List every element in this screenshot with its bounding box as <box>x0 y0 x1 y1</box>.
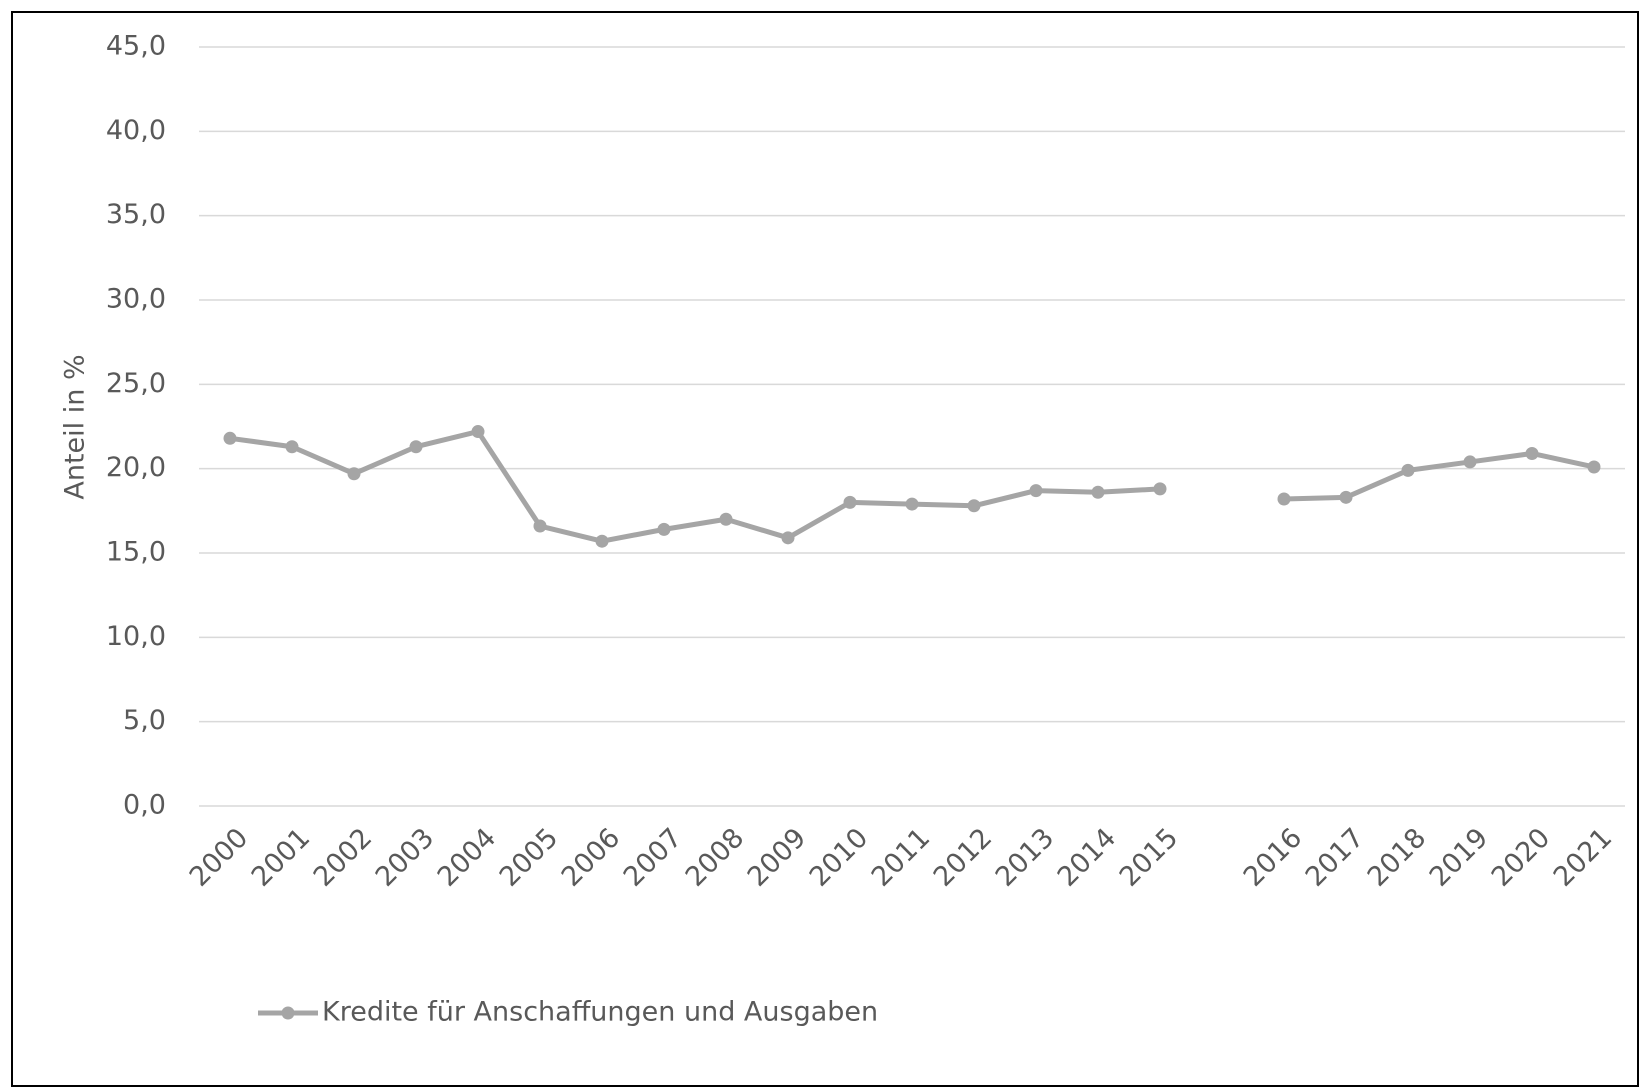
y-tick-label: 25,0 <box>106 368 166 399</box>
data-point <box>905 497 919 511</box>
data-point <box>657 522 671 536</box>
y-tick-label: 30,0 <box>106 284 166 315</box>
data-point <box>595 534 609 548</box>
series-line <box>229 429 1595 544</box>
y-tick-label: 0,0 <box>123 790 166 821</box>
data-point <box>1587 460 1601 474</box>
data-point <box>533 519 547 533</box>
y-tick-label: 5,0 <box>123 705 166 736</box>
data-point <box>223 431 237 445</box>
y-tick-label: 40,0 <box>106 115 166 146</box>
data-point <box>471 425 485 439</box>
y-tick-label: 35,0 <box>106 199 166 230</box>
data-point <box>1091 485 1105 499</box>
legend-marker <box>281 1006 295 1020</box>
data-point <box>843 495 857 509</box>
y-axis-label: Anteil in % <box>60 354 91 499</box>
data-point <box>719 512 733 526</box>
data-point <box>781 531 795 545</box>
data-point <box>1153 482 1167 496</box>
data-point <box>285 440 299 454</box>
data-point <box>347 467 361 481</box>
data-point <box>1029 484 1043 498</box>
y-tick-label: 10,0 <box>106 621 166 652</box>
legend-label: Kredite für Anschaffungen und Ausgaben <box>322 997 878 1028</box>
data-point <box>1401 463 1415 477</box>
data-point <box>1339 490 1353 504</box>
data-point <box>409 440 423 454</box>
data-point <box>1463 455 1477 469</box>
y-tick-label: 20,0 <box>106 452 166 483</box>
frame <box>11 11 1639 1087</box>
data-point <box>1277 492 1291 506</box>
y-tick-label: 15,0 <box>106 537 166 568</box>
data-point <box>967 499 981 513</box>
data-point <box>1525 446 1539 460</box>
y-tick-label: 45,0 <box>106 31 166 62</box>
